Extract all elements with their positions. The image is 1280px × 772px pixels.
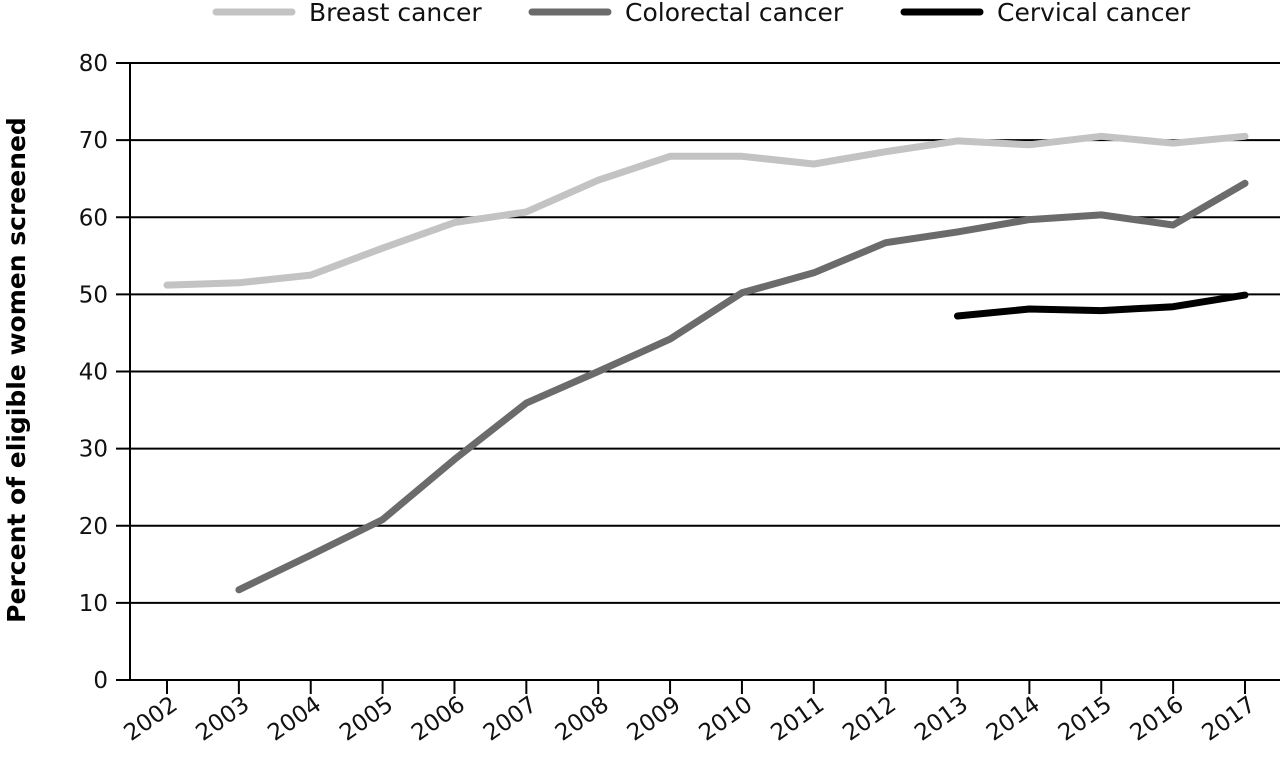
y-axis-label: Percent of eligible women screened — [2, 117, 31, 623]
x-tick-label-2004: 2004 — [263, 692, 326, 747]
series-line-colorectal — [235, 179, 1249, 594]
gridlines — [130, 62, 1280, 604]
y-tick-label-70: 70 — [79, 128, 108, 154]
x-tick-label-2011: 2011 — [766, 692, 829, 747]
x-tick-label-2010: 2010 — [695, 692, 758, 747]
x-tick-label-2005: 2005 — [335, 692, 398, 747]
legend-item-cervical: Cervical cancer — [900, 0, 1191, 27]
y-tick-label-20: 20 — [79, 514, 108, 540]
y-tick-label-80: 80 — [79, 51, 108, 77]
x-tick-label-2003: 2003 — [191, 692, 254, 747]
series-line-cervical — [954, 291, 1249, 320]
y-tick-label-30: 30 — [79, 437, 108, 463]
y-tick-label-0: 0 — [93, 668, 108, 694]
x-tick-label-2009: 2009 — [623, 692, 686, 747]
x-tick-label-2013: 2013 — [910, 692, 973, 747]
y-axis-ticks: 0 10 20 30 40 50 60 70 80 — [79, 51, 130, 694]
x-tick-label-2002: 2002 — [120, 692, 183, 747]
x-tick-label-2007: 2007 — [479, 692, 542, 747]
legend-item-colorectal: Colorectal cancer — [528, 0, 844, 27]
plot-frame — [129, 63, 1280, 681]
x-tick-label-2016: 2016 — [1126, 692, 1189, 747]
legend-label-breast: Breast cancer — [309, 0, 482, 27]
legend-label-colorectal: Colorectal cancer — [625, 0, 844, 27]
x-axis-ticks: 2002 2003 2004 2005 2006 2007 2008 2009 2010 2011… — [120, 680, 1261, 747]
x-tick-label-2015: 2015 — [1054, 692, 1117, 747]
legend-label-cervical: Cervical cancer — [997, 0, 1191, 27]
series-line-breast — [163, 132, 1249, 289]
x-tick-label-2014: 2014 — [982, 692, 1045, 747]
x-tick-label-2012: 2012 — [838, 692, 901, 747]
y-tick-label-60: 60 — [79, 205, 108, 231]
x-tick-label-2008: 2008 — [551, 692, 614, 747]
legend-item-breast: Breast cancer — [212, 0, 482, 27]
series-lines — [163, 132, 1249, 594]
x-tick-label-2017: 2017 — [1198, 692, 1261, 747]
x-tick-label-2006: 2006 — [407, 692, 470, 747]
y-tick-label-40: 40 — [79, 360, 108, 386]
y-tick-label-10: 10 — [79, 591, 108, 617]
y-tick-label-50: 50 — [79, 282, 108, 308]
legend: Breast cancer Colorectal cancer Cervical… — [212, 0, 1191, 27]
